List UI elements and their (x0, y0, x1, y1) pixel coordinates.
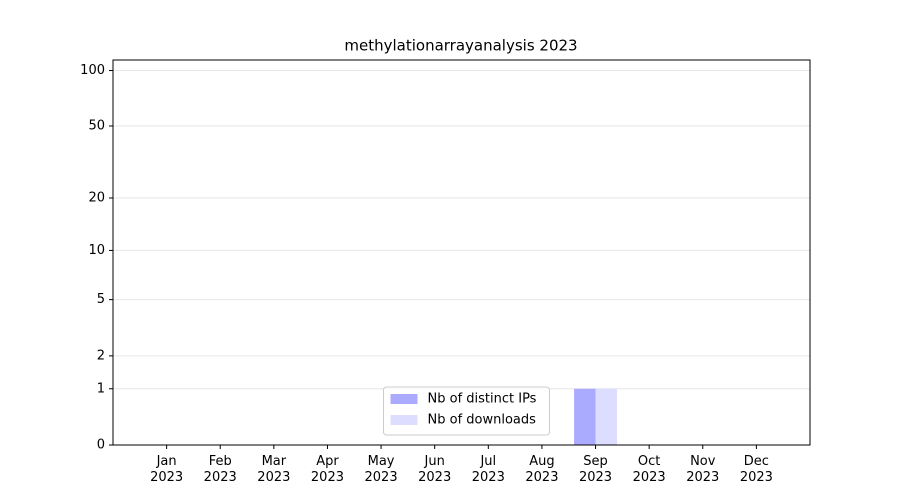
y-tick-label: 50 (88, 118, 105, 133)
bar (595, 388, 617, 445)
y-tick-label: 0 (97, 438, 105, 453)
x-tick-label: Jun 2023 (418, 454, 451, 485)
legend-swatch (390, 394, 418, 404)
legend-box (383, 386, 550, 436)
x-tick-label: Nov 2023 (686, 454, 719, 485)
legend-label: Nb of distinct IPs (428, 392, 537, 407)
x-tick-label: Dec 2023 (740, 454, 773, 485)
y-tick-label: 2 (97, 348, 105, 363)
x-tick-label: Apr 2023 (311, 454, 344, 485)
plot-frame (112, 59, 811, 446)
x-tick-label: Aug 2023 (525, 454, 558, 485)
bar (574, 388, 596, 445)
y-tick-label: 20 (88, 190, 105, 205)
legend-label: Nb of downloads (428, 413, 537, 428)
x-tick-label: Oct 2023 (633, 454, 666, 485)
y-tick-label: 1 (97, 381, 105, 396)
x-tick-label: Mar 2023 (257, 454, 290, 485)
x-tick-label: Jan 2023 (150, 454, 183, 485)
x-tick-label: Feb 2023 (204, 454, 237, 485)
y-tick-label: 100 (80, 63, 105, 78)
x-tick-label: Sep 2023 (579, 454, 612, 485)
y-tick-label: 10 (88, 243, 105, 258)
x-tick-label: Jul 2023 (472, 454, 505, 485)
legend-swatch (390, 415, 418, 425)
x-tick-label: May 2023 (365, 454, 398, 485)
y-tick-label: 5 (97, 292, 105, 307)
chart-title: methylationarrayanalysis 2023 (344, 37, 577, 55)
